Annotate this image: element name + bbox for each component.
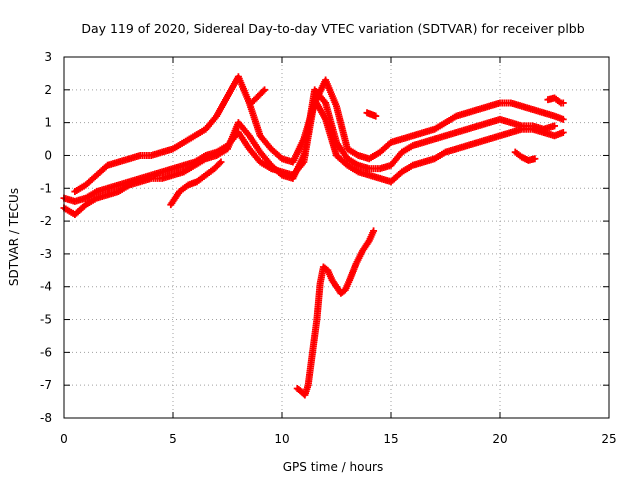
series-band-lower-b — [60, 86, 558, 219]
y-tick-label: -5 — [40, 313, 52, 327]
x-tick-label: 5 — [169, 432, 177, 446]
series-arc-isolated-b — [247, 86, 269, 107]
y-tick-label: -8 — [40, 411, 52, 425]
y-tick-label: -6 — [40, 345, 52, 359]
data-point — [559, 128, 567, 136]
data-point — [559, 99, 567, 107]
data-point — [372, 112, 380, 120]
series-band-upper — [71, 73, 567, 196]
x-tick-label: 10 — [274, 432, 289, 446]
data-point — [217, 158, 225, 166]
series-arc-isolated-e — [544, 94, 567, 107]
data-point — [259, 87, 267, 95]
series-arc-isolated-a — [167, 158, 225, 209]
x-axis-label: GPS time / hours — [283, 460, 384, 474]
data-marks — [60, 73, 567, 399]
data-point — [216, 159, 224, 167]
data-point — [531, 155, 539, 163]
y-tick-label: -4 — [40, 280, 52, 294]
plot-frame — [63, 56, 610, 419]
y-tick-label: -7 — [40, 378, 52, 392]
y-tick-label: -2 — [40, 214, 52, 228]
y-tick-label: 0 — [44, 148, 52, 162]
data-point — [370, 227, 378, 235]
x-tick-label: 25 — [601, 432, 616, 446]
chart-title: Day 119 of 2020, Sidereal Day-to-day VTE… — [81, 21, 584, 36]
y-tick-label: 1 — [44, 116, 52, 130]
x-tick-label: 20 — [492, 432, 507, 446]
series-arc-isolated-d — [511, 148, 539, 164]
y-tick-label: 2 — [44, 83, 52, 97]
x-tick-label: 15 — [383, 432, 398, 446]
series-arc-low-dip — [293, 227, 378, 399]
y-tick-label: -1 — [40, 181, 52, 195]
y-tick-label: 3 — [44, 50, 52, 64]
y-axis-label: SDTVAR / TECUs — [7, 188, 21, 286]
data-point — [559, 115, 567, 123]
series-arc-isolated-c — [363, 109, 380, 120]
data-point — [551, 122, 558, 130]
data-point — [261, 86, 269, 94]
x-tick-label: 0 — [60, 432, 68, 446]
y-tick-label: -3 — [40, 247, 52, 261]
